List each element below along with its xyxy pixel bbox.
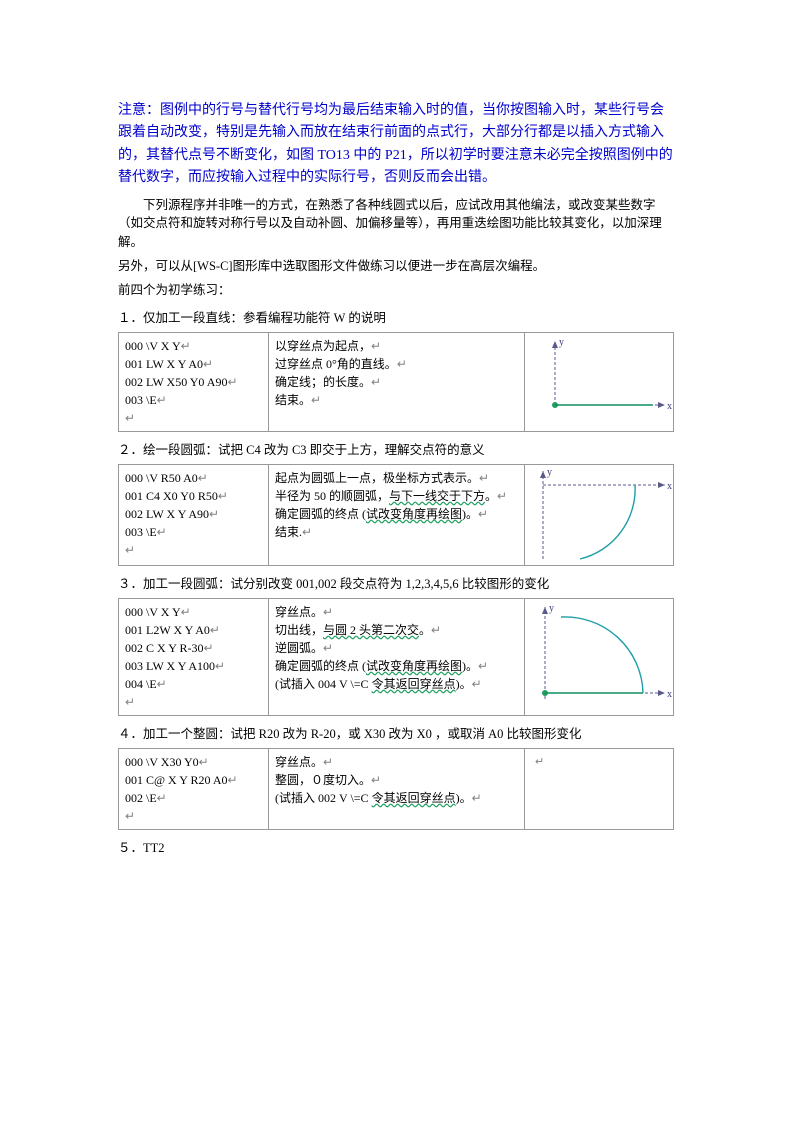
axes-icon: x y (552, 337, 672, 412)
example-3-desc: 穿丝点。↵切出线，与圆 2 头第二次交。↵逆圆弧。↵确定圆弧的终点 (试改变角度… (269, 599, 525, 715)
example-3-code: 000 \V X Y↵001 L2W X Y A0↵002 C X Y R-30… (119, 599, 269, 715)
intro-p4: 前四个为初学练习： (118, 280, 675, 300)
svg-text:x: x (667, 689, 672, 700)
item-5: ５．TT2 (118, 838, 675, 858)
svg-text:x: x (667, 401, 672, 412)
intro-p2: 下列源程序并非唯一的方式，在熟悉了各种线圆式以后，应试改用其他编法，或改变某些数… (118, 196, 675, 252)
intro-p1: 注意：图例中的行号与替代行号均为最后结束输入时的值，当你按图输入时，某些行号会跟… (118, 100, 675, 190)
svg-text:↵: ↵ (535, 756, 544, 768)
example-4-code: 000 \V X30 Y0↵001 C@ X Y R20 A0↵002 \E↵↵ (119, 749, 269, 829)
axes-icon: x y (540, 467, 672, 559)
example-3-box: 000 \V X Y↵001 L2W X Y A0↵002 C X Y R-30… (118, 598, 674, 716)
example-2-title: ２．绘一段圆弧：试把 C4 改为 C3 即交于上方，理解交点符的意义 (118, 440, 675, 460)
example-1-figure: x y (525, 333, 673, 431)
svg-text:y: y (559, 337, 564, 348)
example-2-desc: 起点为圆弧上一点，极坐标方式表示。↵半径为 50 的顺圆弧，与下一线交于下方。↵… (269, 465, 525, 565)
example-2-figure: x y (525, 465, 673, 565)
svg-text:y: y (549, 603, 554, 614)
example-4-box: 000 \V X30 Y0↵001 C@ X Y R20 A0↵002 \E↵↵… (118, 748, 674, 830)
svg-text:y: y (547, 467, 552, 478)
example-3-figure: x y (525, 599, 673, 715)
example-2-box: 000 \V R50 A0↵001 C4 X0 Y0 R50↵002 LW X … (118, 464, 674, 566)
svg-text:x: x (667, 481, 672, 492)
example-3-title: ３．加工一段圆弧：试分别改变 001,002 段交点符为 1,2,3,4,5,6… (118, 574, 675, 594)
example-2-code: 000 \V R50 A0↵001 C4 X0 Y0 R50↵002 LW X … (119, 465, 269, 565)
example-4-desc: 穿丝点。↵整圆，０度切入。↵(试插入 002 V \=C 令其返回穿丝点)。↵ (269, 749, 525, 829)
example-4-figure: ↵ (525, 749, 673, 829)
example-1-desc: 以穿丝点为起点，↵过穿丝点 0°角的直线。↵确定线；的长度。↵结束。↵ (269, 333, 525, 431)
example-1-box: 000 \V X Y↵001 LW X Y A0↵002 LW X50 Y0 A… (118, 332, 674, 432)
intro-p3: 另外，可以从[WS-C]图形库中选取图形文件做练习以便进一步在高层次编程。 (118, 256, 675, 276)
example-1-code: 000 \V X Y↵001 LW X Y A0↵002 LW X50 Y0 A… (119, 333, 269, 431)
axes-icon: x y (542, 603, 672, 700)
example-4-title: ４．加工一个整圆：试把 R20 改为 R-20，或 X30 改为 X0 ，或取消… (118, 724, 675, 744)
example-1-title: １．仅加工一段直线：参看编程功能符 W 的说明 (118, 308, 675, 328)
